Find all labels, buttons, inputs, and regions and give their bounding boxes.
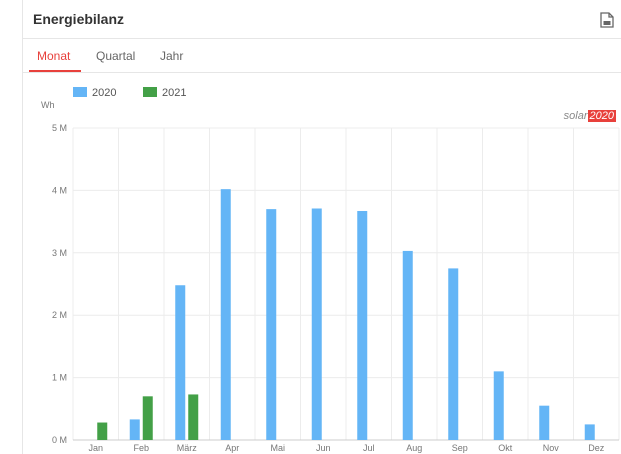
x-tick-label: Okt <box>498 443 513 453</box>
bar-2020-aug <box>402 250 413 440</box>
x-tick-label: Nov <box>543 443 560 453</box>
bar-2020-mai <box>266 209 277 440</box>
bar-2021-märz <box>188 394 199 440</box>
y-axis-unit-label: Wh <box>41 100 55 110</box>
legend-item-2021[interactable]: 2021 <box>143 87 186 99</box>
x-tick-label: Jun <box>316 443 331 453</box>
x-tick-label: Jan <box>88 443 103 453</box>
x-tick-label: Sep <box>452 443 468 453</box>
x-tick-label: Dez <box>588 443 605 453</box>
active-tab-indicator <box>29 70 81 72</box>
x-tick-label: Feb <box>133 443 149 453</box>
bar-2020-feb <box>129 419 140 440</box>
y-tick-label: 4 M <box>52 185 67 195</box>
card-title: Energiebilanz <box>33 11 125 27</box>
document-export-icon[interactable] <box>600 12 614 28</box>
tab-quartal[interactable]: Quartal <box>96 49 136 63</box>
legend-label-2020: 2020 <box>92 87 117 99</box>
tab-jahr[interactable]: Jahr <box>160 49 184 63</box>
card-header: Energiebilanz <box>23 0 621 39</box>
energy-balance-card: Energiebilanz Monat Quartal Jahr 2020 20… <box>22 0 621 454</box>
x-tick-label: Mai <box>270 443 285 453</box>
bar-2021-jan <box>97 422 108 440</box>
x-tick-label: Apr <box>225 443 239 453</box>
x-tick-label: Jul <box>363 443 375 453</box>
bar-2020-nov <box>539 405 550 440</box>
bar-2020-jul <box>357 210 368 440</box>
bar-2020-apr <box>220 189 231 440</box>
legend-item-2020[interactable]: 2020 <box>73 87 116 99</box>
logo-prefix: solar <box>563 110 588 122</box>
y-tick-label: 2 M <box>52 310 67 320</box>
legend-label-2021: 2021 <box>162 87 187 99</box>
legend-swatch-2020 <box>73 87 87 97</box>
bar-2020-sep <box>448 268 459 440</box>
tab-monat[interactable]: Monat <box>37 49 71 63</box>
bar-2020-okt <box>493 371 504 440</box>
x-tick-label: Aug <box>406 443 422 453</box>
period-tabs: Monat Quartal Jahr <box>23 42 621 73</box>
y-tick-label: 3 M <box>52 248 67 258</box>
bar-2020-dez <box>584 424 595 440</box>
x-tick-label: März <box>177 443 197 453</box>
bar-2020-jun <box>311 208 322 440</box>
logo-suffix: 2020 <box>587 110 616 122</box>
legend-swatch-2021 <box>143 87 157 97</box>
y-tick-label: 0 M <box>52 435 67 445</box>
energy-bar-chart: Wh 0 M 1 M 2 M 3 M 4 M 5 M Jan Feb März Apr Mai Jun J… <box>41 100 620 453</box>
bar-2020-märz <box>175 285 186 440</box>
bar-2021-feb <box>142 396 153 440</box>
y-tick-label: 1 M <box>52 373 67 383</box>
solar-brand-logo: solar 2020 <box>564 110 616 122</box>
y-tick-label: 5 M <box>52 123 67 133</box>
